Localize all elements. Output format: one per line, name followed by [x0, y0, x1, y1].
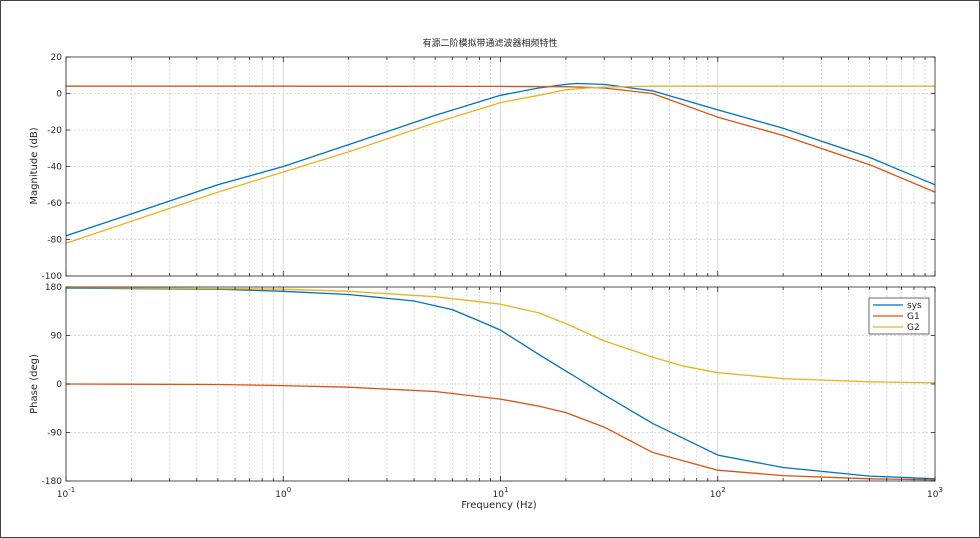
y-tick-label: -60: [47, 199, 62, 209]
x-tick-label: 10-1: [57, 486, 75, 500]
y-tick-label: -90: [47, 429, 62, 439]
legend-label-g2: G2: [907, 323, 920, 333]
x-tick-label: 102: [710, 486, 726, 500]
y-tick-label: -100: [42, 272, 63, 282]
phase-series: [65, 286, 936, 481]
x-tick-label: 100: [275, 486, 291, 500]
magnitude-plot: 20 0 -20 -40 -60 -80 -100 Magnitude (dB): [29, 53, 936, 282]
magnitude-grid: [65, 56, 935, 277]
series-line-g2: [65, 286, 936, 384]
series-line-g1: [65, 383, 936, 481]
phase-ylabel: Phase (deg): [29, 354, 40, 414]
y-tick-label: 90: [51, 332, 63, 342]
x-tick-label: 103: [927, 486, 943, 500]
y-tick-label: -80: [47, 236, 62, 246]
y-tick-label: -20: [47, 126, 62, 136]
frequency-xlabel: Frequency (Hz): [461, 500, 537, 511]
chart-title: 有源二阶模拟带通滤波器相频特性: [422, 37, 557, 49]
legend-label-sys: sys: [907, 301, 922, 311]
x-tick-label: 101: [493, 486, 509, 500]
y-tick-label: 0: [56, 90, 62, 100]
series-line-g1: [66, 85, 936, 193]
y-tick-label: -40: [47, 163, 62, 173]
y-tick-label: 20: [51, 53, 63, 63]
y-tick-label: 0: [56, 380, 62, 390]
magnitude-series: [65, 82, 936, 244]
series-line-g2: [65, 85, 935, 244]
legend-label-g1: G1: [907, 312, 920, 322]
y-tick-label: -180: [42, 477, 63, 487]
magnitude-ylabel: Magnitude (dB): [29, 127, 40, 204]
magnitude-ticks: 20 0 -20 -40 -60 -80 -100: [42, 53, 936, 282]
series-line-sys: [65, 287, 936, 480]
y-tick-label: 180: [45, 283, 62, 293]
